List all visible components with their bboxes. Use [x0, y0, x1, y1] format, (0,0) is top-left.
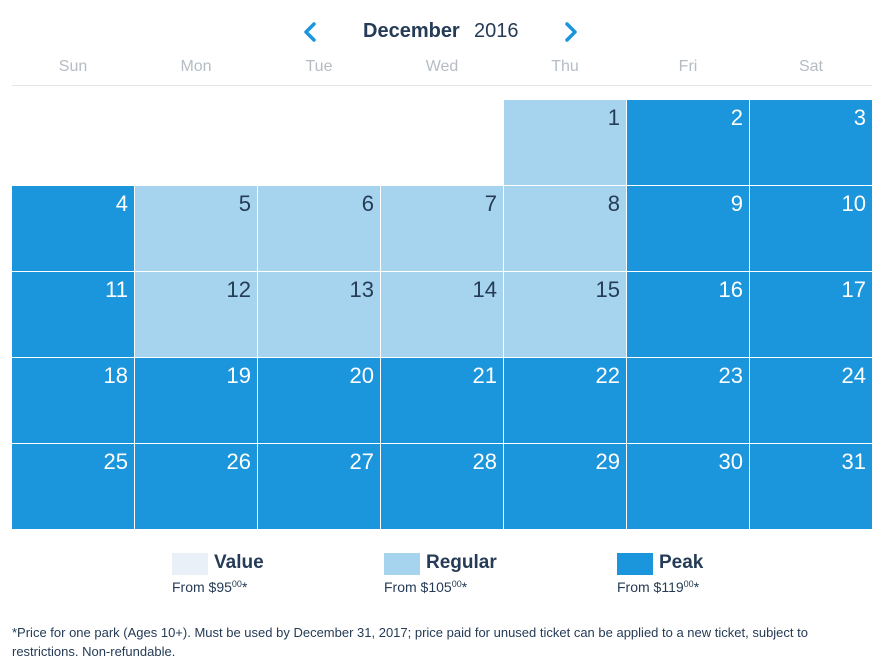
day-number: 6: [361, 191, 374, 216]
day-number: 19: [226, 363, 251, 388]
day-number: 31: [841, 449, 866, 474]
day-number: 23: [718, 363, 743, 388]
day-cell-6[interactable]: 6: [258, 186, 380, 271]
weekday-label: Wed: [425, 58, 459, 75]
day-number: 13: [349, 277, 374, 302]
day-number: 21: [472, 363, 497, 388]
day-cell-18[interactable]: 18: [12, 358, 134, 443]
weekday-label: Sat: [798, 58, 823, 75]
day-number: 12: [226, 277, 251, 302]
day-cell-7[interactable]: 7: [381, 186, 503, 271]
day-number: 15: [595, 277, 620, 302]
day-number: 25: [103, 449, 128, 474]
day-number: 9: [730, 191, 743, 216]
day-number: 11: [105, 277, 128, 302]
day-number: 30: [718, 449, 743, 474]
day-number: 8: [607, 191, 620, 216]
calendar-grid: 1 2 3 4 5 6 7 8 9 10 11 12 13 14 15 16 17 18 19 20 21 22 23 24 2…: [12, 100, 873, 531]
regular-swatch: [384, 553, 420, 575]
day-cell-25[interactable]: 25: [12, 444, 134, 529]
day-cell-2[interactable]: 2: [627, 100, 749, 185]
day-cell-26[interactable]: 26: [135, 444, 257, 529]
day-number: 5: [238, 191, 251, 216]
day-cell-8[interactable]: 8: [504, 186, 626, 271]
chevron-left-icon: [304, 22, 316, 42]
day-number: 27: [349, 449, 374, 474]
weekday-header-row: Sun Mon Tue Wed Thu Fri Sat: [12, 56, 872, 86]
day-number: 24: [841, 363, 866, 388]
day-number: 28: [472, 449, 497, 474]
weekday-label: Mon: [180, 58, 212, 75]
day-cell-21[interactable]: 21: [381, 358, 503, 443]
day-cell-22[interactable]: 22: [504, 358, 626, 443]
day-cell-10[interactable]: 10: [750, 186, 872, 271]
weekday-label: Thu: [551, 58, 579, 75]
day-number: 7: [484, 191, 497, 216]
day-cell-13[interactable]: 13: [258, 272, 380, 357]
legend-price: From $11900*: [617, 579, 700, 595]
day-cell-19[interactable]: 19: [135, 358, 257, 443]
day-cell-29[interactable]: 29: [504, 444, 626, 529]
day-number: 3: [853, 105, 866, 130]
weekday-label: Tue: [305, 58, 333, 75]
legend-price: From $9500*: [172, 579, 248, 595]
price-legend: Value From $9500* Regular From $10500* P…: [0, 552, 885, 602]
next-month-button[interactable]: [559, 16, 583, 48]
day-cell-24[interactable]: 24: [750, 358, 872, 443]
day-cell-23[interactable]: 23: [627, 358, 749, 443]
day-number: 4: [115, 191, 128, 216]
day-number: 29: [595, 449, 620, 474]
weekday-label: Fri: [678, 58, 698, 75]
price-footnote: *Price for one park (Ages 10+). Must be …: [12, 625, 808, 659]
day-cell-3[interactable]: 3: [750, 100, 872, 185]
month-label: December: [363, 20, 460, 42]
peak-swatch: [617, 553, 653, 575]
day-number: 17: [841, 277, 866, 302]
day-cell-17[interactable]: 17: [750, 272, 872, 357]
day-number: 14: [472, 277, 497, 302]
legend-price: From $10500*: [384, 579, 468, 595]
previous-month-button[interactable]: [298, 16, 322, 48]
day-number: 10: [841, 191, 866, 216]
day-number: 18: [103, 363, 128, 388]
day-cell-14[interactable]: 14: [381, 272, 503, 357]
chevron-right-icon: [565, 22, 577, 42]
day-cell-4[interactable]: 4: [12, 186, 134, 271]
day-cell-31[interactable]: 31: [750, 444, 872, 529]
year-label: 2016: [474, 20, 519, 42]
legend-label: Peak: [659, 552, 704, 573]
day-cell-11[interactable]: 11: [12, 272, 134, 357]
day-cell-27[interactable]: 27: [258, 444, 380, 529]
day-cell-15[interactable]: 15: [504, 272, 626, 357]
day-cell-30[interactable]: 30: [627, 444, 749, 529]
calendar-header: December 2016: [0, 16, 885, 48]
day-number: 16: [718, 277, 743, 302]
day-cell-1[interactable]: 1: [504, 100, 626, 185]
value-swatch: [172, 553, 208, 575]
day-cell-16[interactable]: 16: [627, 272, 749, 357]
day-number: 2: [730, 105, 743, 130]
day-number: 20: [349, 363, 374, 388]
day-cell-28[interactable]: 28: [381, 444, 503, 529]
legend-label: Regular: [426, 552, 497, 573]
day-cell-5[interactable]: 5: [135, 186, 257, 271]
day-number: 1: [607, 105, 620, 130]
day-cell-12[interactable]: 12: [135, 272, 257, 357]
legend-label: Value: [214, 552, 264, 573]
day-cell-9[interactable]: 9: [627, 186, 749, 271]
weekday-label: Sun: [58, 58, 88, 75]
day-number: 22: [595, 363, 620, 388]
day-number: 26: [226, 449, 251, 474]
day-cell-20[interactable]: 20: [258, 358, 380, 443]
